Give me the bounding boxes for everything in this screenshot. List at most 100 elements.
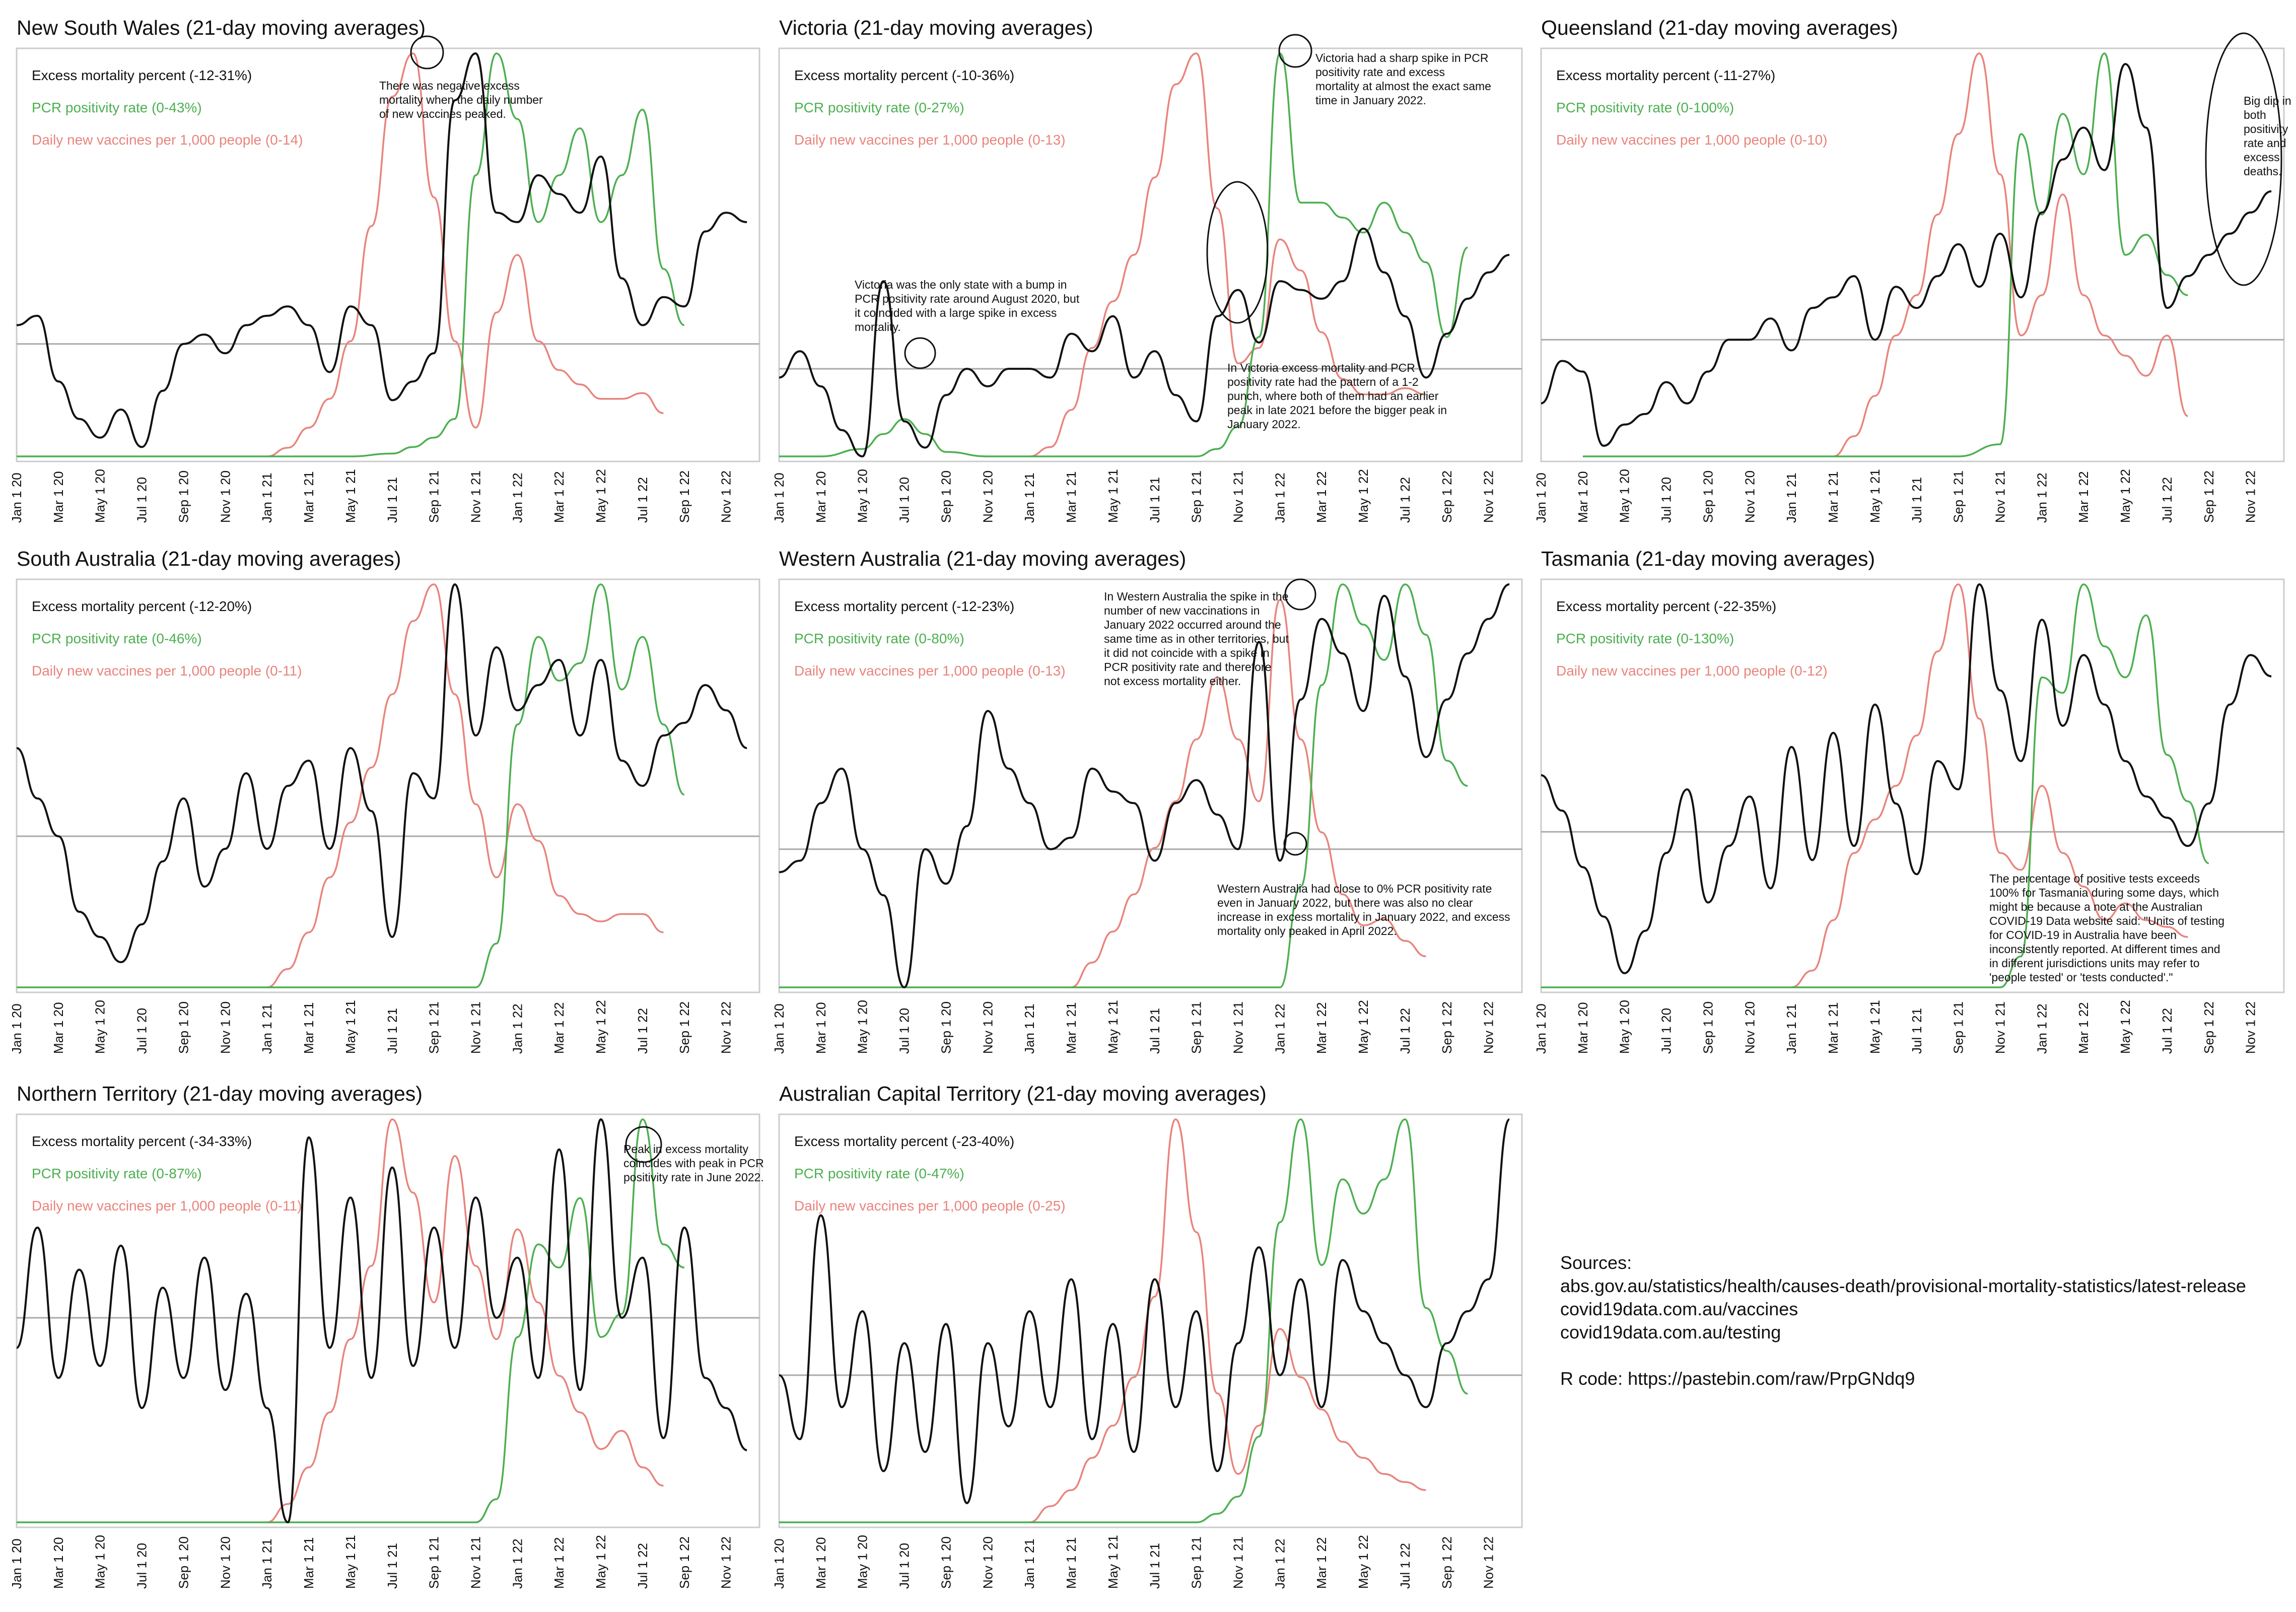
vaccines-line [266,583,664,988]
x-tick-label: Nov 1 20 [218,1001,233,1054]
x-tick-label: Mar 1 20 [51,1537,66,1589]
chart-plot: Jan 1 20 Mar 1 20 May 1 20 Jul 1 20 Sep 1 20… [772,1113,1523,1589]
vaccines-line [1791,583,2188,988]
x-tick-label: Jan 1 21 [1022,1003,1037,1054]
excess-mortality-line [16,1118,747,1524]
legend-entry: Daily new vaccines per 1,000 people (0-1… [794,663,1066,679]
plot-frame [1540,578,2285,993]
annotation-text: Peak in excess mortality coincides with … [623,1143,764,1184]
annotation-circle [1284,578,1316,611]
legend-entry: Excess mortality percent (-12-23%) [794,598,1015,614]
x-tick-label: Jan 1 22 [2034,473,2049,523]
x-tick-label: Mar 1 22 [2076,1002,2091,1054]
x-tick-label: Mar 1 21 [1064,1002,1079,1054]
x-tick-label: May 1 21 [343,469,358,523]
x-tick-label: Jan 1 20 [9,1003,24,1054]
excess-mortality-line [1541,583,2272,974]
pcr-positivity-line [779,583,1468,988]
x-tick-label: Sep 1 20 [1700,471,1715,523]
x-tick-label: May 1 20 [1617,1000,1632,1054]
plot-frame [778,578,1523,993]
x-tick-label: May 1 21 [1105,1535,1121,1589]
x-tick-label: Nov 1 20 [1742,1001,1757,1054]
x-tick-label: May 1 20 [855,469,870,523]
x-tick-label: Jul 1 20 [897,1543,912,1589]
x-tick-label: May 1 21 [1105,469,1121,523]
legend-entry: PCR positivity rate (0-27%) [794,100,964,115]
x-tick-label: Nov 1 21 [1993,1001,2008,1054]
x-tick-label: Jan 1 22 [510,1538,525,1589]
x-tick-label: Jul 1 22 [1398,477,1413,523]
x-tick-label: Nov 1 22 [1481,1536,1496,1589]
x-tick-label: May 1 22 [1356,1535,1371,1589]
x-tick-label: May 1 20 [855,1000,870,1054]
x-tick-label: Sep 1 20 [938,471,953,523]
x-tick-label: Nov 1 20 [218,1536,233,1589]
legend-entry: Excess mortality percent (-12-20%) [32,598,252,614]
chart-plot: Jan 1 20 Mar 1 20 May 1 20 Jul 1 20 Sep 1 20… [9,578,760,1054]
chart-title: Tasmania (21-day moving averages) [1541,547,1875,570]
x-tick-label: Jul 1 20 [134,1543,150,1589]
r-code-link[interactable]: R code: https://pastebin.com/raw/PrpGNdq… [1560,1368,1915,1389]
x-tick-label: Sep 1 20 [1700,1001,1715,1054]
x-tick-label: May 1 22 [2118,469,2133,523]
x-tick-label: Mar 1 22 [551,1002,567,1054]
x-tick-label: Jul 1 20 [1659,477,1674,523]
x-tick-label: Sep 1 20 [176,1001,191,1054]
vaccines-line [1029,1118,1426,1523]
x-tick-label: Mar 1 22 [551,471,567,523]
vaccines-line [266,1118,664,1523]
annotation-text: There was negative excess mortality when… [379,79,543,120]
x-tick-label: Jan 1 21 [259,1538,274,1589]
chart-title: New South Wales (21-day moving averages) [17,16,426,39]
chart-title: Northern Territory (21-day moving averag… [17,1082,423,1105]
x-tick-label: Jan 1 21 [259,1003,274,1054]
x-tick-label: Sep 1 21 [427,1536,442,1589]
x-tick-label: Nov 1 20 [1742,471,1757,523]
legend-entry: Daily new vaccines per 1,000 people (0-2… [794,1198,1066,1214]
chart-title: South Australia (21-day moving averages) [17,547,401,570]
legend-entry: PCR positivity rate (0-80%) [794,631,964,646]
annotation-circle [904,337,936,369]
legend-entry: Excess mortality percent (-12-31%) [32,68,252,83]
plot-frame [778,1113,1523,1528]
legend-entry: Daily new vaccines per 1,000 people (0-1… [1556,663,1828,679]
chart-title: Queensland (21-day moving averages) [1541,16,1898,39]
chart-plot: Jan 1 20 Mar 1 20 May 1 20 Jul 1 20 Sep 1 20… [9,1113,760,1589]
x-tick-label: Nov 1 20 [980,1001,995,1054]
x-tick-label: Sep 1 22 [677,1536,692,1589]
x-tick-label: Sep 1 22 [1439,1536,1454,1589]
x-tick-label: Jul 1 22 [1398,1008,1413,1054]
vaccines-line [1833,52,2189,457]
x-tick-label: May 1 22 [593,1000,608,1054]
x-tick-label: Nov 1 21 [1993,471,2008,523]
legend-entry: Excess mortality percent (-22-35%) [1556,598,1777,614]
x-tick-label: Sep 1 21 [1951,471,1966,523]
x-tick-label: Mar 1 21 [1064,471,1079,523]
legend-entry: PCR positivity rate (0-46%) [32,631,202,646]
pcr-positivity-line [1541,583,2209,988]
annotation-text: Big dip in both positivity rate and exce… [2244,94,2291,178]
x-tick-label: Nov 1 20 [980,1536,995,1589]
x-tick-label: Jul 1 21 [385,1543,400,1589]
x-tick-label: Nov 1 22 [719,471,734,523]
chart-title: Victoria (21-day moving averages) [779,16,1093,39]
x-tick-label: Nov 1 22 [1481,471,1496,523]
x-tick-label: Jan 1 21 [1022,473,1037,523]
x-tick-label: Sep 1 21 [427,1001,442,1054]
annotation-text: The percentage of positive tests exceeds… [1989,872,2225,984]
x-tick-label: Jan 1 20 [772,1538,787,1589]
x-tick-label: Jul 1 21 [385,477,400,523]
x-tick-label: Jul 1 20 [134,1008,150,1054]
x-tick-label: Jan 1 21 [1784,1003,1799,1054]
x-tick-label: Mar 1 20 [1575,471,1590,523]
x-tick-label: Jan 1 22 [1272,1538,1287,1589]
x-tick-label: May 1 22 [2118,1000,2133,1054]
x-tick-label: Nov 1 21 [1231,1001,1246,1054]
x-tick-label: Mar 1 20 [51,1002,66,1054]
x-tick-label: Mar 1 22 [1314,1537,1329,1589]
x-tick-label: Sep 1 20 [938,1536,953,1589]
x-tick-label: Jul 1 22 [635,1543,650,1589]
annotation-circle [410,35,444,70]
legend-entry: Daily new vaccines per 1,000 people (0-1… [32,132,303,148]
